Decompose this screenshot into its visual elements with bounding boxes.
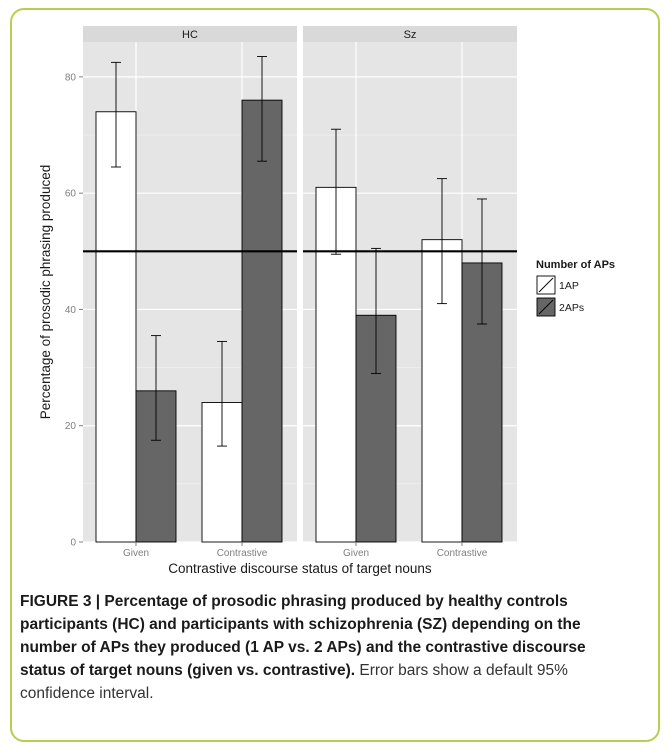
y-tick-label: 40 (65, 305, 77, 316)
caption-note: Error bars show a default 95% confidence… (20, 662, 568, 702)
y-axis-label: Percentage of prosodic phrasing produced (38, 165, 53, 419)
facet-strip (303, 26, 517, 42)
bar-1AP-HC-Given (95, 111, 137, 543)
x-tick-label: Contrastive (437, 548, 488, 559)
y-tick-label: 80 (65, 72, 77, 83)
y-tick-label: 20 (65, 421, 77, 432)
legend-key-slash (538, 277, 554, 293)
legend-label-2APs: 2APs (559, 302, 584, 314)
x-tick-label: Contrastive (217, 548, 268, 559)
bar-chart: HC Given Contrastive Sz Given Contrastive 0 20 4… (38, 26, 615, 576)
x-axis-label: Contrastive discourse status of target n… (168, 561, 432, 576)
legend-key-slash (538, 299, 554, 315)
legend-label-1AP: 1AP (559, 280, 579, 292)
figure-caption: FIGURE 3 | Percentage of prosodic phrasi… (20, 590, 635, 705)
x-tick-label: Given (123, 548, 149, 559)
legend-title: Number of APs (536, 259, 615, 271)
bar-2APs-HC-Contrastive (241, 99, 283, 543)
facet-label: Sz (404, 29, 417, 41)
y-tick-label: 60 (65, 189, 77, 200)
x-tick-label: Given (343, 548, 369, 559)
facet-label: HC (182, 29, 198, 41)
y-tick-label: 0 (70, 538, 76, 549)
caption-title: FIGURE 3 | Percentage of prosodic phrasi… (20, 593, 586, 679)
facet-strip (83, 26, 297, 42)
